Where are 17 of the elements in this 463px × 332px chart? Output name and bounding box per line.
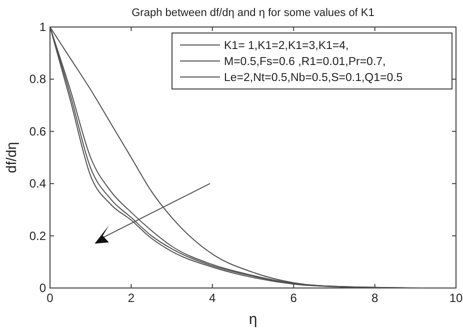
y-tick-label: 0.4 [29,176,46,191]
legend-label: K1= 1,K1=2,K1=3,K1=4, [224,40,349,52]
y-axis-title: df/dη [3,142,19,174]
y-tick-label: 1 [39,20,46,34]
legend-label: M=0.5,Fs=0.6 ,R1=0.01,Pr=0.7, [224,56,386,68]
y-tick-label: 0.2 [29,228,46,243]
y-tick-label: 0.6 [29,124,46,138]
x-axis-title: η [248,311,258,328]
y-tick-label: 0.8 [29,72,46,86]
x-tick-label: 8 [371,291,378,305]
x-tick-label: 10 [449,291,463,305]
chart-title: Graph between df/dη and η for some values of K1 [132,7,374,19]
x-tick-label: 4 [209,291,216,305]
x-tick-label: 2 [128,291,135,305]
y-tick-label: 0 [39,281,46,295]
legend-label: Le=2,Nt=0.5,Nb=0.5,S=0.1,Q1=0.5 [224,72,403,84]
x-tick-label: 6 [290,291,298,305]
